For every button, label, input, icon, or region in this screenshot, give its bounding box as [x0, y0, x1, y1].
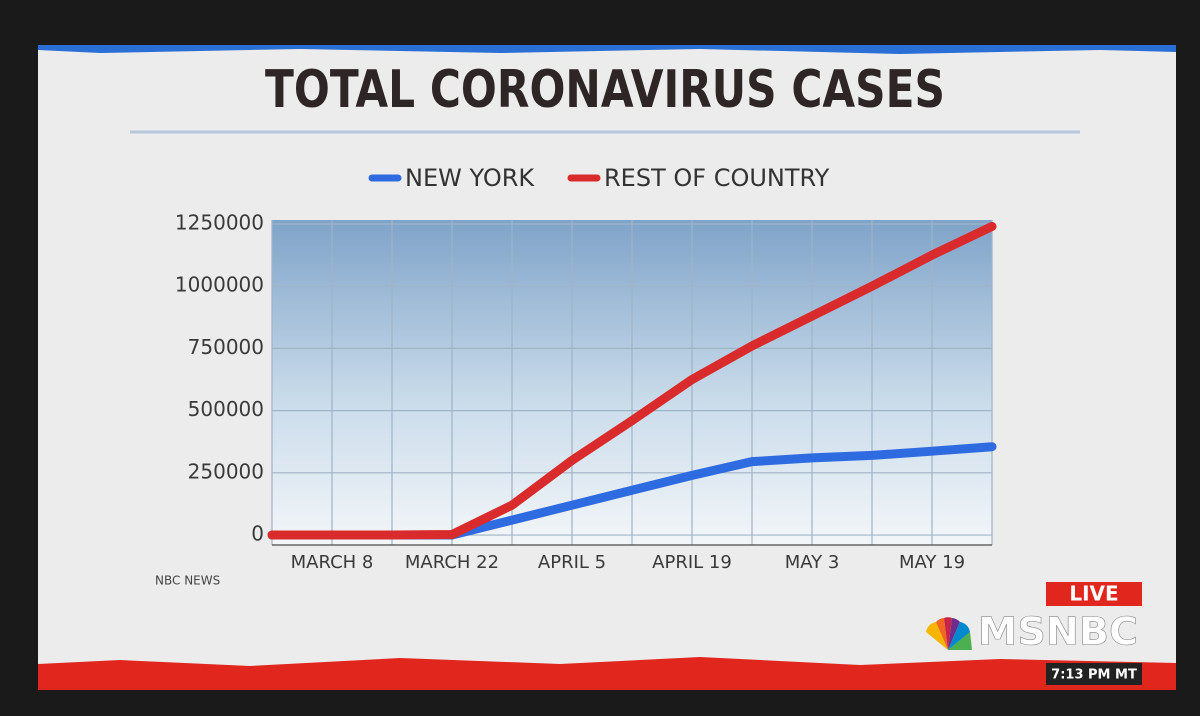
- live-badge: [1046, 582, 1142, 606]
- y-tick-label: 250000: [188, 459, 264, 483]
- network-logo: MSNBC: [978, 610, 1138, 654]
- legend-label: NEW YORK: [405, 164, 535, 192]
- y-tick-label: 500000: [188, 397, 264, 421]
- x-tick-label: MARCH 22: [405, 552, 499, 573]
- bottom-band: [38, 657, 1176, 690]
- y-tick-label: 750000: [188, 335, 264, 359]
- time-badge: [1046, 663, 1142, 685]
- y-tick-label: 0: [251, 522, 264, 546]
- x-tick-label: MAY 19: [899, 552, 965, 573]
- x-tick-label: MAY 3: [785, 552, 840, 573]
- chart-title: TOTAL CORONAVIRUS CASES: [265, 60, 945, 120]
- live-label: LIVE: [1069, 582, 1118, 606]
- x-tick-label: MARCH 8: [291, 552, 374, 573]
- x-tick-label: APRIL 19: [652, 552, 732, 573]
- series-line: [267, 221, 997, 540]
- y-tick-label: 1250000: [175, 210, 264, 234]
- peacock: [926, 617, 972, 650]
- legend-label: REST OF COUNTRY: [604, 164, 830, 192]
- top-edge: [38, 45, 1176, 54]
- x-tick-label: APRIL 5: [538, 552, 606, 573]
- time-label: 7:13 PM MT: [1051, 668, 1137, 683]
- y-tick-label: 1000000: [175, 273, 264, 297]
- source: NBC NEWS: [155, 574, 220, 588]
